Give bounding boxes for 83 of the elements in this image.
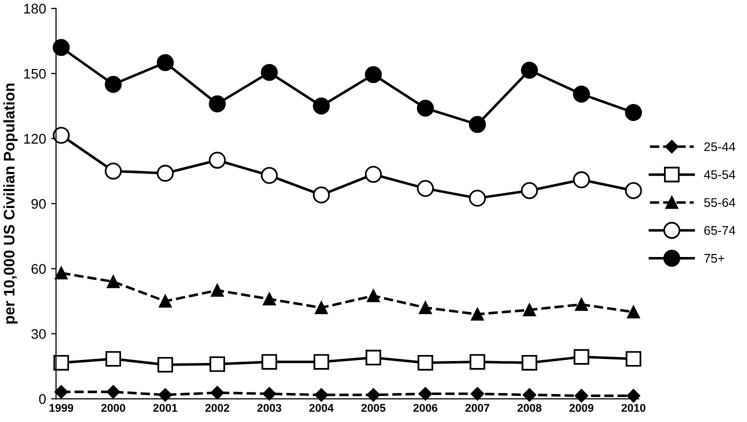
point bbox=[520, 182, 538, 200]
point bbox=[468, 190, 486, 207]
point bbox=[262, 387, 276, 401]
point bbox=[523, 303, 536, 316]
point bbox=[468, 116, 486, 133]
point bbox=[418, 387, 432, 401]
point bbox=[364, 166, 382, 183]
y-tick-label: 90 bbox=[32, 198, 46, 209]
point bbox=[418, 355, 434, 371]
point bbox=[208, 152, 226, 169]
x-tick-label: 2001 bbox=[153, 404, 178, 412]
point bbox=[522, 388, 536, 402]
point bbox=[419, 301, 432, 314]
point bbox=[54, 266, 68, 280]
point bbox=[53, 355, 70, 371]
point bbox=[314, 388, 328, 402]
point bbox=[156, 164, 174, 182]
x-tick-label: 2006 bbox=[413, 404, 438, 412]
point bbox=[106, 275, 120, 288]
legend-label: 75+ bbox=[704, 254, 724, 263]
point bbox=[625, 104, 642, 122]
x-tick-label: 2002 bbox=[205, 404, 230, 412]
point bbox=[314, 354, 330, 370]
point bbox=[575, 298, 588, 311]
point bbox=[104, 162, 122, 180]
point bbox=[470, 387, 484, 401]
point bbox=[208, 95, 226, 112]
point bbox=[522, 355, 538, 371]
legend-label: 45-54 bbox=[704, 170, 736, 180]
x-tick-label: 2010 bbox=[622, 404, 646, 412]
point bbox=[158, 388, 172, 402]
x-tick-label: 2005 bbox=[361, 404, 386, 412]
point bbox=[627, 306, 640, 318]
point bbox=[52, 126, 70, 144]
point bbox=[104, 76, 122, 93]
point bbox=[314, 301, 328, 314]
point bbox=[260, 166, 278, 184]
point bbox=[105, 351, 122, 367]
x-tick-label: 2008 bbox=[517, 404, 542, 412]
x-tick-label: 1999 bbox=[50, 404, 74, 412]
y-tick-label: 30 bbox=[31, 329, 46, 339]
x-tick-label: 2009 bbox=[569, 404, 594, 412]
point bbox=[210, 284, 224, 297]
y-axis-title: per 10,000 US Civilian Population bbox=[3, 84, 18, 324]
point bbox=[574, 349, 590, 365]
point bbox=[572, 86, 590, 103]
point bbox=[520, 62, 538, 79]
x-tick-label: 2003 bbox=[257, 404, 282, 412]
legend-label: 55-64 bbox=[704, 198, 736, 207]
point bbox=[157, 356, 174, 373]
point bbox=[366, 350, 382, 366]
point bbox=[470, 354, 486, 370]
point bbox=[416, 100, 434, 117]
point bbox=[210, 386, 224, 400]
point bbox=[156, 54, 174, 72]
legend-label: 25-44 bbox=[704, 142, 736, 152]
point bbox=[625, 182, 642, 200]
point bbox=[52, 39, 70, 56]
point bbox=[260, 64, 278, 81]
y-tick-label: 180 bbox=[24, 4, 46, 14]
point bbox=[210, 356, 226, 372]
point bbox=[471, 308, 484, 321]
point bbox=[106, 385, 120, 399]
legend-label: 65-74 bbox=[704, 226, 736, 235]
point bbox=[364, 66, 382, 84]
point bbox=[262, 354, 278, 370]
point bbox=[262, 292, 276, 306]
point bbox=[366, 289, 380, 302]
point bbox=[54, 385, 68, 399]
point bbox=[366, 388, 380, 402]
y-tick-label: 0 bbox=[39, 394, 46, 404]
y-tick-label: 150 bbox=[24, 68, 46, 79]
x-tick-label: 2000 bbox=[101, 404, 126, 412]
point bbox=[312, 98, 330, 114]
x-tick-label: 2004 bbox=[309, 404, 334, 412]
point bbox=[158, 294, 172, 308]
point bbox=[312, 186, 330, 204]
x-tick-label: 2007 bbox=[465, 404, 490, 412]
y-tick-label: 120 bbox=[24, 134, 46, 144]
point bbox=[626, 351, 642, 367]
point bbox=[572, 171, 590, 188]
y-tick-label: 60 bbox=[32, 264, 46, 274]
point bbox=[416, 180, 434, 197]
